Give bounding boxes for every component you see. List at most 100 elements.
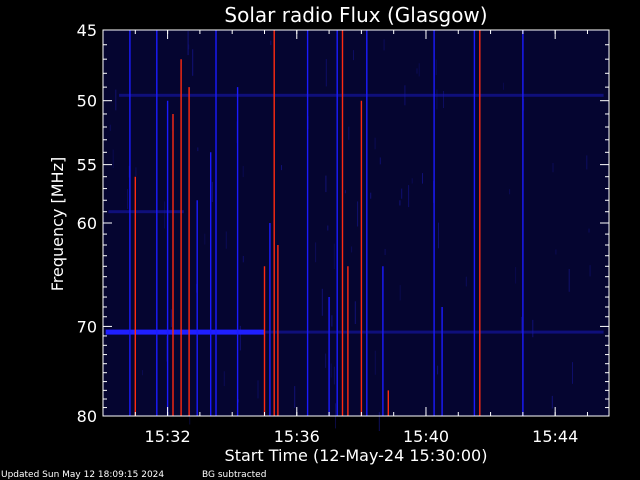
noise-streak — [109, 124, 111, 131]
noise-streak — [239, 325, 241, 351]
noise-streak — [242, 166, 244, 178]
noise-streak — [509, 189, 511, 195]
noise-streak — [327, 225, 329, 231]
noise-streak — [521, 316, 522, 334]
noise-streak — [270, 40, 272, 46]
noise-streak — [238, 399, 239, 403]
noise-streak — [383, 39, 385, 51]
noise-streak — [465, 276, 467, 287]
noise-streak — [344, 190, 346, 194]
noise-streak — [588, 228, 590, 233]
x-tick-label: 15:36 — [274, 427, 320, 446]
y-axis-ticks: 45 50 55 60 70 80 — [77, 21, 609, 426]
noise-streak — [294, 386, 296, 408]
noise-streak — [333, 366, 335, 385]
noise-streak — [586, 155, 588, 170]
noise-streak — [330, 363, 332, 378]
bg-subtracted-note: BG subtracted — [202, 470, 267, 480]
noise-streak — [552, 163, 554, 173]
noise-streak — [204, 233, 206, 245]
noise-streak — [589, 265, 591, 277]
noise-streak — [164, 201, 166, 229]
noise-streak — [225, 231, 227, 249]
noise-streak — [572, 362, 573, 384]
noise-streak — [257, 380, 259, 399]
noise-streak — [416, 68, 418, 74]
noise-streak — [351, 246, 353, 253]
noise-streak — [223, 371, 225, 387]
noise-streak — [378, 412, 380, 431]
noise-streak — [408, 185, 410, 208]
x-tick-label: 15:32 — [145, 427, 191, 446]
noise-streak — [515, 267, 517, 284]
y-tick-label: 80 — [77, 407, 97, 426]
noise-streak — [331, 315, 333, 327]
noise-streak — [166, 336, 168, 362]
noise-streak — [568, 269, 570, 292]
noise-streak — [384, 248, 386, 255]
noise-streak — [325, 59, 327, 87]
noise-streak — [142, 370, 143, 376]
noise-streak — [325, 175, 327, 193]
noise-streak — [242, 256, 244, 263]
frequency-band — [119, 93, 604, 97]
noise-streak — [438, 222, 439, 249]
noise-streak — [103, 218, 105, 233]
noise-streak — [333, 243, 335, 270]
noise-streak — [532, 319, 534, 338]
noise-streak — [211, 181, 213, 202]
noise-streak — [188, 44, 190, 50]
noise-streak — [422, 173, 423, 184]
noise-streak — [112, 149, 114, 168]
noise-streak — [399, 200, 401, 206]
noise-streak — [348, 126, 350, 140]
noise-streak — [411, 178, 413, 184]
noise-streak — [187, 31, 189, 56]
x-axis-label: Start Time (12-May-24 15:30:00) — [225, 446, 488, 465]
radio-bursts — [129, 30, 524, 416]
noise-streak — [354, 301, 356, 324]
chart-title: Solar radio Flux (Glasgow) — [224, 3, 487, 27]
noise-streak — [170, 309, 172, 328]
noise-streak — [418, 63, 420, 77]
noise-streak — [370, 192, 372, 199]
y-tick-label: 55 — [77, 156, 97, 175]
noise-streak — [401, 188, 403, 199]
x-tick-label: 15:44 — [532, 427, 578, 446]
noise-streak — [357, 201, 359, 227]
noise-streak — [189, 410, 191, 425]
frequency-band — [108, 210, 184, 214]
noise-streak — [197, 147, 199, 152]
noise-streak — [437, 365, 439, 375]
noise-streak — [127, 189, 129, 210]
y-tick-label: 60 — [77, 214, 97, 233]
noise-streak — [551, 395, 553, 409]
y-axis-label: Frequency [MHz] — [48, 157, 67, 291]
x-tick-label: 15:40 — [403, 427, 449, 446]
plot-area — [103, 30, 609, 416]
noise-streak — [307, 116, 309, 129]
noise-streak — [443, 91, 444, 108]
noise-streak — [321, 288, 323, 316]
y-tick-label: 50 — [77, 92, 97, 111]
noise-streak — [436, 89, 438, 110]
noise-streak — [353, 50, 354, 61]
noise-streak — [399, 285, 401, 301]
noise-streak — [555, 249, 557, 255]
noise-streak — [315, 242, 317, 263]
y-tick-label: 70 — [77, 317, 97, 336]
noise-streak — [374, 137, 376, 150]
noise-streak — [374, 350, 376, 375]
noise-streak — [115, 89, 117, 111]
updated-timestamp: Updated Sun May 12 18:09:15 2024 — [1, 470, 165, 480]
y-tick-label: 45 — [77, 21, 97, 40]
noise-streak — [135, 167, 137, 177]
noise-streak — [435, 59, 437, 76]
noise-streak — [503, 82, 504, 90]
noise-streak — [379, 157, 381, 165]
x-axis-ticks: 15:32 15:36 15:40 15:44 — [102, 30, 588, 446]
frequency-band — [105, 329, 265, 335]
noise-streak — [325, 353, 327, 368]
noise-streak — [192, 49, 194, 76]
